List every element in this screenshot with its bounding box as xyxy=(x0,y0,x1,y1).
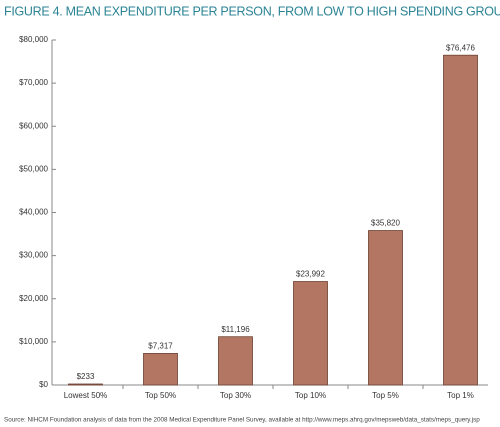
value-label: $233 xyxy=(77,372,95,381)
bar xyxy=(143,353,178,386)
value-label: $23,992 xyxy=(296,270,325,279)
bar xyxy=(443,54,478,386)
x-tick-label: Top 10% xyxy=(295,391,326,400)
value-label: $11,196 xyxy=(221,325,250,334)
y-tick-label: $80,000 xyxy=(19,35,48,44)
value-label: $7,317 xyxy=(148,342,173,351)
chart-title: FIGURE 4. MEAN EXPENDITURE PER PERSON, F… xyxy=(4,4,500,18)
y-tick-label: $50,000 xyxy=(19,164,48,173)
x-tick-label: Top 5% xyxy=(372,391,399,400)
y-tick-label: $10,000 xyxy=(19,337,48,346)
x-tick-label: Top 1% xyxy=(447,391,474,400)
bar xyxy=(293,281,328,386)
bar xyxy=(218,336,253,386)
y-tick-label: $20,000 xyxy=(19,294,48,303)
x-tick-label: Top 50% xyxy=(145,391,176,400)
x-tick-label: Top 30% xyxy=(220,391,251,400)
y-tick-label: $70,000 xyxy=(19,78,48,87)
y-tick-label: $60,000 xyxy=(19,121,48,130)
value-label: $76,476 xyxy=(446,43,475,52)
bar xyxy=(368,230,403,386)
y-tick-label: $0 xyxy=(39,380,48,389)
x-tick-label: Lowest 50% xyxy=(64,391,108,400)
source-note: Source: NIHCM Foundation analysis of dat… xyxy=(4,417,480,424)
y-tick-label: $30,000 xyxy=(19,251,48,260)
value-label: $35,820 xyxy=(371,219,400,228)
bar xyxy=(68,383,103,386)
y-tick-label: $40,000 xyxy=(19,208,48,217)
